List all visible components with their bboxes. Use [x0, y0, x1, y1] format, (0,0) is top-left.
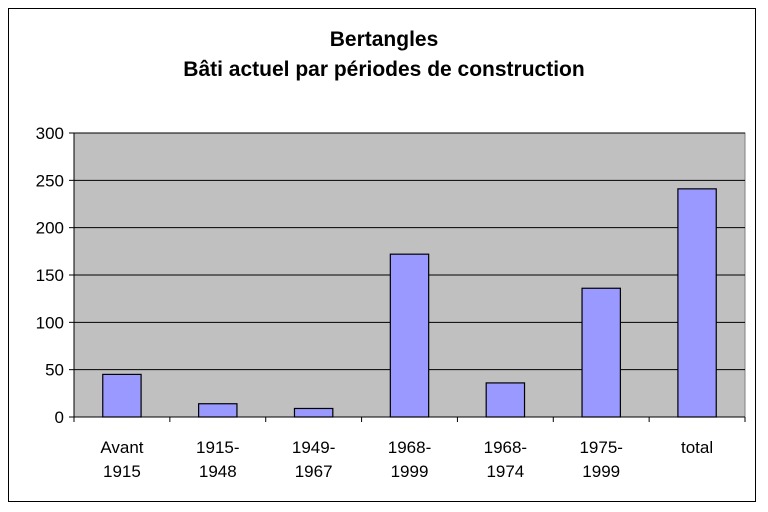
y-tick-label: 300 — [36, 124, 64, 143]
chart-title: Bertangles — [329, 28, 439, 51]
x-tick-label: 1949- — [292, 438, 335, 457]
x-tick-label: 1999 — [391, 462, 429, 481]
x-tick-label: 1915 — [103, 462, 141, 481]
y-tick-label: 200 — [36, 219, 64, 238]
x-tick-label: 1974 — [486, 462, 524, 481]
chart-subtitle: Bâti actuel par périodes de construction — [183, 58, 585, 81]
y-tick-label: 100 — [36, 313, 64, 332]
x-tick-label: 1975- — [579, 438, 622, 457]
bar-5 — [581, 287, 621, 418]
x-tick-label: 1968- — [388, 438, 431, 457]
y-tick-label: 0 — [55, 408, 64, 427]
bar-1 — [198, 403, 238, 418]
bar-3 — [389, 253, 430, 418]
x-tick-label: 1915- — [196, 438, 239, 457]
bar-6 — [677, 188, 717, 418]
y-tick-label: 50 — [45, 361, 64, 380]
x-tick-label: 1968- — [484, 438, 527, 457]
bar-0 — [102, 373, 142, 418]
x-tick-label: 1999 — [582, 462, 620, 481]
y-tick-label: 150 — [36, 266, 64, 285]
x-tick-label: total — [681, 438, 713, 457]
bar-4 — [485, 382, 526, 418]
x-tick-label: Avant — [100, 438, 143, 457]
y-tick-label: 250 — [36, 171, 64, 190]
bar-2 — [293, 407, 334, 418]
x-tick-label: 1967 — [295, 462, 333, 481]
x-tick-label: 1948 — [199, 462, 237, 481]
